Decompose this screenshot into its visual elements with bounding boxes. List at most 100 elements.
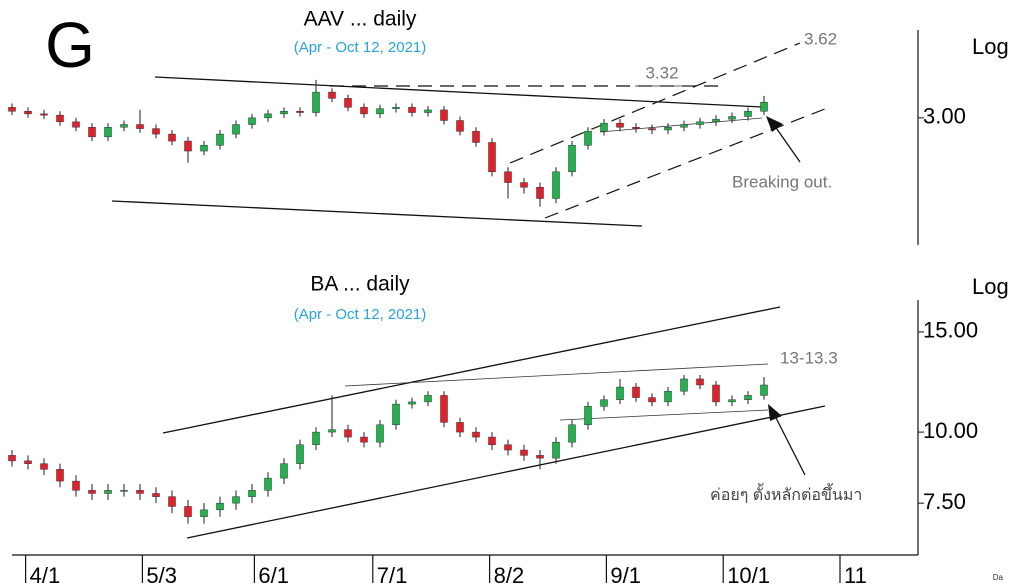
candle-body xyxy=(488,142,496,173)
candle-body xyxy=(632,126,640,129)
x-tick-label: 10/1 xyxy=(727,563,770,586)
candle-body xyxy=(264,477,272,491)
candle-body xyxy=(40,463,48,470)
trend-lines xyxy=(111,42,831,539)
axis-label: Log xyxy=(972,274,1009,299)
candle-body xyxy=(456,120,464,132)
candle-body xyxy=(728,116,736,120)
candle-body xyxy=(120,124,128,128)
y-tick-label: 3.00 xyxy=(923,104,966,129)
candle-body xyxy=(408,107,416,113)
candle-body xyxy=(552,441,560,459)
annotation: ค่อยๆ ตั้งหลักต่อขึ้นมา xyxy=(710,483,862,504)
candle-body xyxy=(392,107,400,109)
candle-body xyxy=(376,108,384,115)
x-tick-label: 5/3 xyxy=(146,563,177,586)
candle-body xyxy=(760,101,768,112)
candle-body xyxy=(248,490,256,497)
candle-body xyxy=(520,449,528,456)
candle-body xyxy=(536,455,544,459)
candle-body xyxy=(456,422,464,433)
x-tick-label: 6/1 xyxy=(258,563,289,586)
candle-body xyxy=(24,110,32,115)
candle-body xyxy=(584,406,592,426)
candle-body xyxy=(600,399,608,407)
candle-body xyxy=(296,110,304,113)
chart-title: AAV ... daily xyxy=(304,8,417,31)
candle-body xyxy=(328,429,336,433)
candle-body xyxy=(152,493,160,497)
candle-body xyxy=(312,91,320,113)
candle-body xyxy=(280,110,288,115)
candle-body xyxy=(8,107,16,112)
candle-body xyxy=(744,110,752,117)
candle-body xyxy=(344,429,352,438)
candle-body xyxy=(632,386,640,398)
candle-body xyxy=(56,469,64,482)
candle-body xyxy=(504,171,512,183)
candle-body xyxy=(328,91,336,99)
candle-body xyxy=(168,133,176,142)
candle-body xyxy=(536,187,544,199)
candle-body xyxy=(40,113,48,116)
chart-title: BA ... daily xyxy=(310,273,410,296)
x-tick-label: 4/1 xyxy=(30,563,61,586)
footer: Da xyxy=(993,573,1004,582)
candle-body xyxy=(520,182,528,188)
candle-body xyxy=(312,431,320,446)
x-tick-label: 9/1 xyxy=(610,563,641,586)
candle-body xyxy=(136,124,144,129)
candle-body xyxy=(568,424,576,443)
candle-body xyxy=(760,384,768,396)
candle-body xyxy=(280,463,288,479)
candle-body xyxy=(296,444,304,464)
y-tick-label: 15.00 xyxy=(923,318,978,343)
candle-body xyxy=(104,490,112,494)
candle-body xyxy=(616,386,624,400)
candle-body xyxy=(360,107,368,115)
candle-body xyxy=(88,126,96,138)
candle-body xyxy=(440,109,448,121)
annotation: 3.62 xyxy=(804,29,837,48)
candle-body xyxy=(232,496,240,504)
candle-body xyxy=(8,455,16,462)
candle-body xyxy=(664,390,672,403)
candle-body xyxy=(424,109,432,113)
candle-body xyxy=(504,444,512,451)
chart-subtitle: (Apr - Oct 12, 2021) xyxy=(294,39,427,56)
x-tick-label: 11 xyxy=(844,563,867,586)
candle-body xyxy=(184,140,192,152)
candle-body xyxy=(104,126,112,138)
candle-body xyxy=(168,496,176,507)
candle-body xyxy=(616,122,624,128)
candle-body xyxy=(472,131,480,143)
candle-body xyxy=(344,98,352,108)
candle-body xyxy=(424,395,432,403)
annotation: Breaking out. xyxy=(732,172,832,191)
x-tick-label: 7/1 xyxy=(377,563,408,586)
annotation: 13-13.3 xyxy=(780,348,838,367)
x-tick-label: 8/2 xyxy=(494,563,525,586)
candle-body xyxy=(264,113,272,119)
candle-body xyxy=(600,122,608,132)
candle-body xyxy=(712,118,720,123)
candle-body xyxy=(184,506,192,517)
candle-body xyxy=(696,121,704,125)
candle-body xyxy=(488,436,496,446)
candle-body xyxy=(568,145,576,173)
candle-body xyxy=(728,399,736,403)
candle-body xyxy=(232,124,240,135)
annotation: 3.32 xyxy=(645,63,678,82)
panel-letter: G xyxy=(45,9,95,81)
candle-body xyxy=(696,378,704,386)
candle-body xyxy=(120,490,128,492)
candle-body xyxy=(360,436,368,443)
y-tick-label: 10.00 xyxy=(923,418,978,443)
candle-body xyxy=(680,124,688,128)
candle-body xyxy=(408,401,416,405)
candle-body xyxy=(552,171,560,199)
candle-body xyxy=(472,431,480,438)
candle-body xyxy=(200,509,208,517)
candle-body xyxy=(648,128,656,131)
